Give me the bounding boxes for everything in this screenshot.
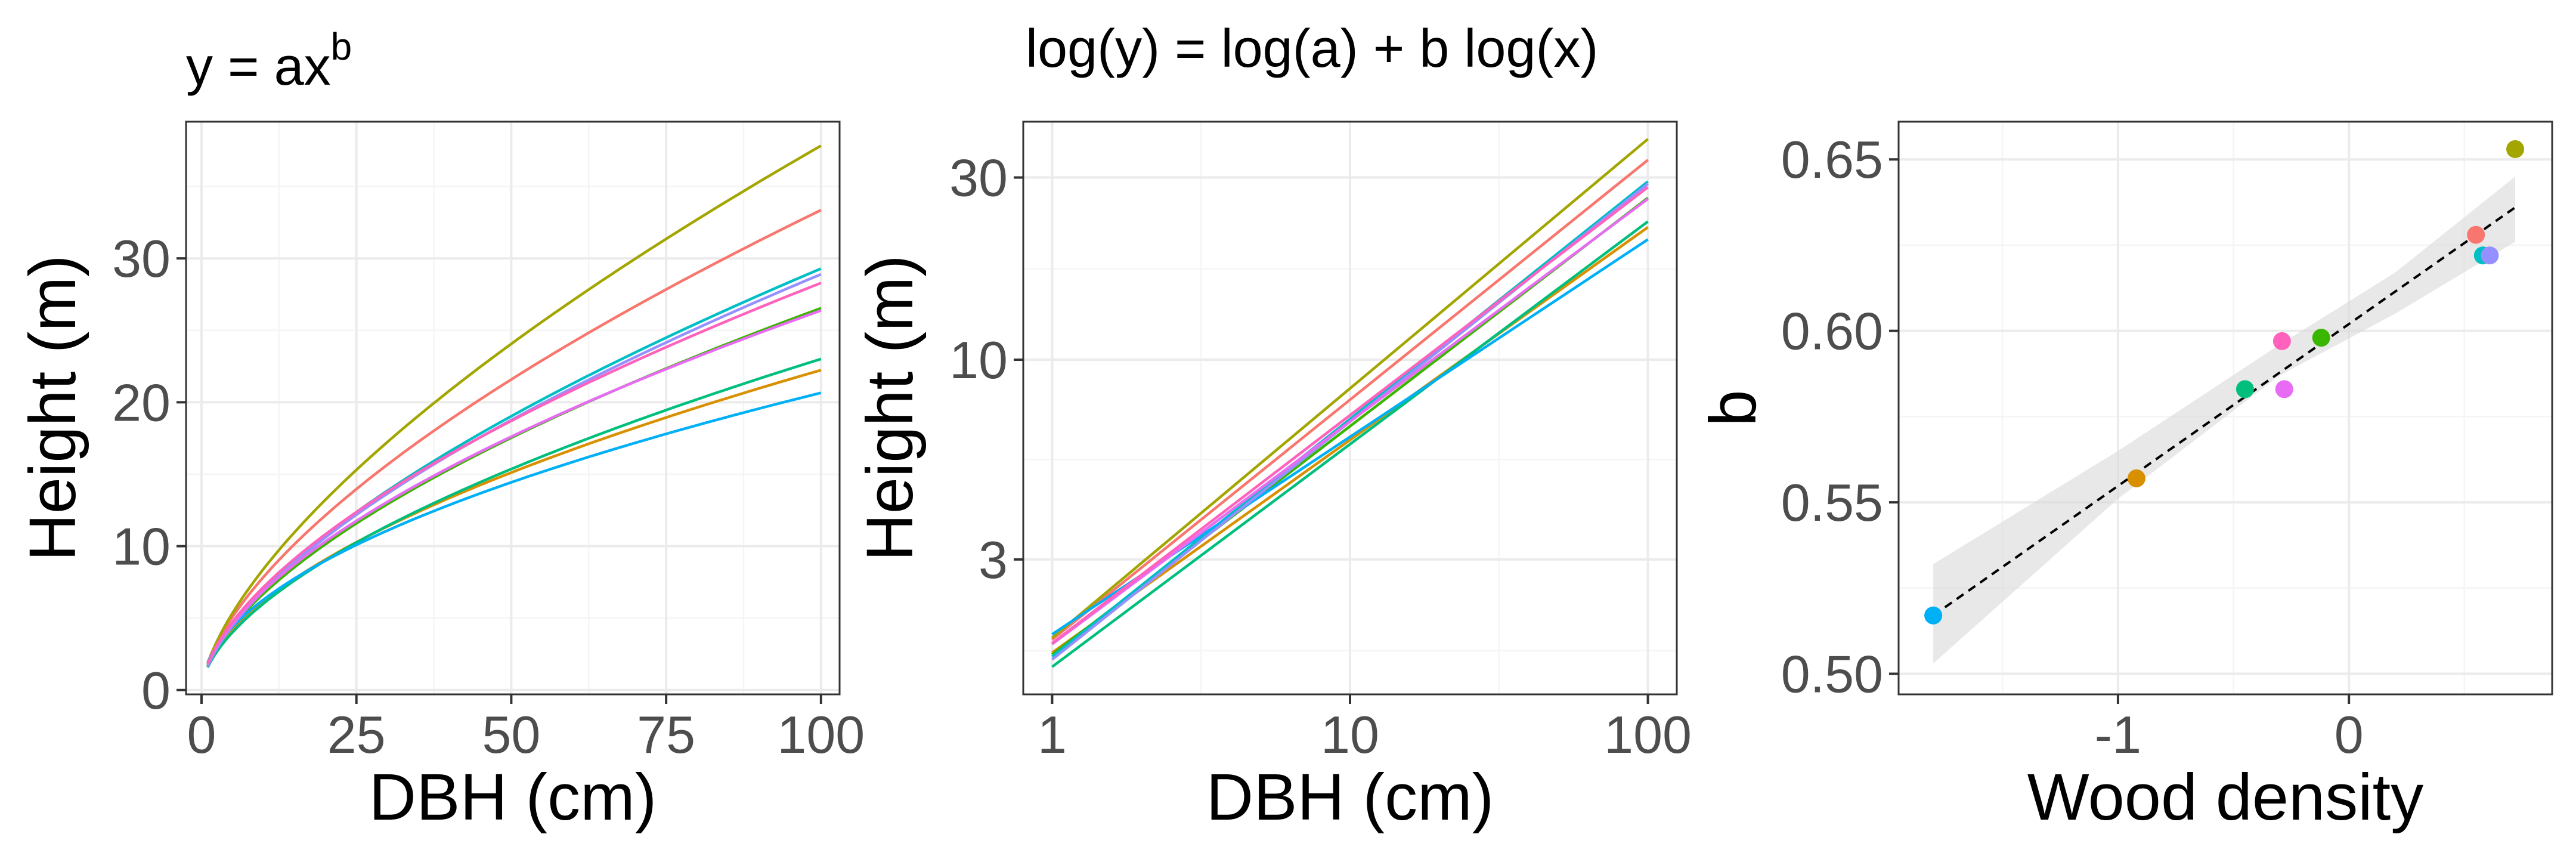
- scatter-point-2: [2127, 469, 2145, 487]
- power-curve-7: [206, 391, 822, 663]
- x-tick-label: 100: [777, 705, 865, 764]
- x-tick-label: 1: [1038, 705, 1067, 764]
- x-tick-label: 10: [1321, 705, 1379, 764]
- y-tick-label: 0.50: [1781, 645, 1883, 704]
- power-curve-4: [206, 307, 822, 666]
- panel-1-title: y = axb: [186, 25, 352, 97]
- panel-3-x-ticks: -1 0: [2095, 694, 2364, 764]
- panel-3-points: [1924, 140, 2525, 625]
- regression-line: [1932, 206, 2516, 617]
- scatter-point-5: [2236, 380, 2254, 398]
- panel-2-series: [1051, 138, 1649, 668]
- x-tick-label: 75: [637, 705, 695, 764]
- y-tick-label: 20: [112, 373, 171, 432]
- x-tick-label: 25: [327, 705, 386, 764]
- panel-2-x-ticks: 1 10 100: [1038, 694, 1692, 764]
- scatter-point-10: [2272, 332, 2291, 350]
- scatter-point-9: [2275, 380, 2293, 398]
- scatter-point-4: [2312, 329, 2330, 347]
- y-tick-label: 0: [141, 661, 171, 720]
- y-tick-label: 0.65: [1781, 130, 1883, 189]
- power-curve-5: [206, 357, 822, 668]
- y-tick-label: 0.60: [1781, 302, 1883, 361]
- panel-1-title-main: y = ax: [186, 37, 331, 97]
- panel-2-x-axis-title: DBH (cm): [1206, 761, 1494, 834]
- panel-2-y-ticks: 3 10 30: [949, 149, 1023, 589]
- panel-2-grid: [1023, 122, 1677, 694]
- panel-power-law: y = axb 0 25 50 75 100 0 10 20 30 DBH (cm) Heig…: [16, 25, 865, 834]
- x-tick-label: 0: [187, 705, 216, 764]
- log-line-6: [1051, 180, 1649, 658]
- panel-1-x-ticks: 0 25 50 75 100: [187, 694, 865, 764]
- panel-2-y-axis-title: Height (m): [853, 255, 927, 561]
- scatter-point-8: [2481, 246, 2499, 265]
- panel-b-vs-wood-density: -1 0 0.50 0.55 0.60 0.65 Wood density b: [1696, 120, 2553, 834]
- panel-1-series: [206, 144, 822, 668]
- scatter-point-1: [2467, 225, 2485, 244]
- scatter-point-7: [1924, 606, 1943, 625]
- y-tick-label: 0.55: [1781, 473, 1883, 532]
- log-line-9: [1051, 197, 1649, 645]
- panel-1-y-ticks: 0 10 20 30: [112, 229, 186, 720]
- log-line-5: [1051, 220, 1649, 668]
- y-tick-label: 3: [979, 530, 1008, 589]
- panel-3-x-axis-title: Wood density: [2027, 761, 2423, 834]
- panel-1-title-sup: b: [331, 25, 352, 68]
- y-tick-label: 10: [112, 517, 171, 576]
- panel-2-title: log(y) = log(a) + b log(x): [1026, 19, 1598, 79]
- panel-1-y-axis-title: Height (m): [16, 255, 89, 561]
- scatter-point-3: [2506, 140, 2525, 158]
- power-curve-9: [206, 309, 822, 665]
- y-tick-label: 30: [949, 149, 1008, 208]
- panel-3-frame: [1897, 120, 2553, 696]
- panel-1-grid: [186, 122, 840, 694]
- x-tick-label: 0: [2334, 705, 2364, 764]
- power-curve-1: [206, 209, 822, 664]
- x-tick-label: 100: [1604, 705, 1692, 764]
- log-line-3: [1051, 138, 1649, 639]
- panel-log-log: log(y) = log(a) + b log(x) 1 10 100 31030 …: [853, 19, 1692, 834]
- power-curve-10: [206, 282, 822, 665]
- panel-1-x-axis-title: DBH (cm): [369, 761, 657, 834]
- x-tick-label: -1: [2095, 705, 2141, 764]
- x-tick-label: 50: [482, 705, 540, 764]
- confidence-ribbon: [1933, 177, 2515, 664]
- log-line-1: [1051, 159, 1649, 641]
- panel-1-frame: [185, 120, 841, 696]
- power-curve-3: [206, 144, 822, 664]
- panel-3-y-ticks: 0.50 0.55 0.60 0.65: [1781, 130, 1899, 704]
- log-line-10: [1051, 186, 1649, 645]
- panel-3-y-axis-title: b: [1696, 390, 1770, 426]
- y-tick-label: 10: [949, 330, 1008, 390]
- y-tick-label: 30: [112, 229, 171, 288]
